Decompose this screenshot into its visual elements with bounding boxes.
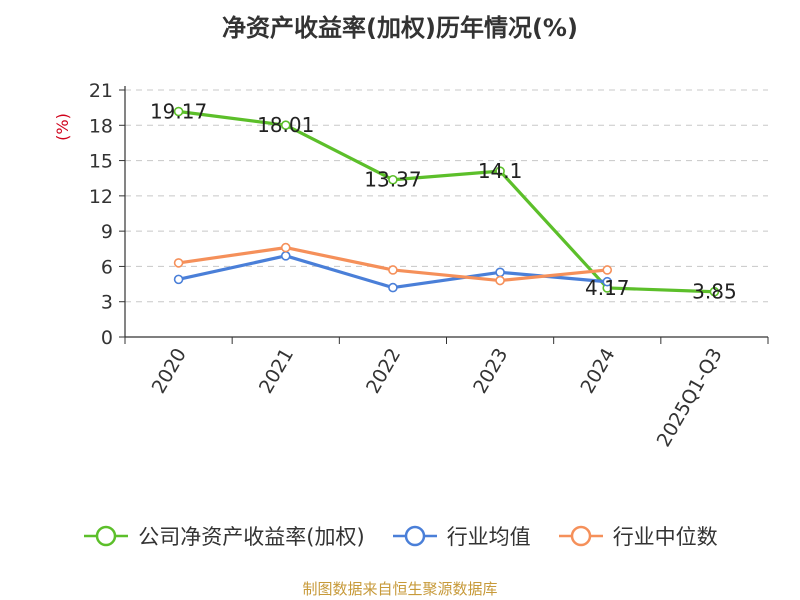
x-tick-label: 2023	[469, 345, 512, 398]
data-labels: 19.17 18.01 13.37 14.1 4.17 3.85	[150, 100, 737, 304]
data-point	[280, 120, 291, 130]
legend-label: 公司净资产收益率(加权)	[138, 525, 365, 549]
x-tick-label: 2024	[576, 345, 619, 398]
legend-item: 公司净资产收益率(加权)	[82, 521, 365, 551]
axes: 0 3 6 9 12 15 18 21 (%) 2020 2021 2022 2023 2024 2025Q…	[53, 80, 769, 451]
y-tick-label: 21	[89, 80, 113, 102]
data-point	[495, 166, 505, 176]
data-point	[602, 276, 613, 287]
data-label: 13.37	[364, 168, 421, 192]
y-axis-label: (%)	[53, 113, 72, 141]
line-chart: 0 3 6 9 12 15 18 21 (%) 2020 2021 2022 2023 2024 2025Q…	[53, 80, 769, 451]
chart-title: 净资产收益率(加权)历年情况(%)	[222, 14, 578, 42]
y-tick-label: 9	[101, 221, 113, 243]
data-point	[388, 174, 398, 185]
legend: 公司净资产收益率(加权) 行业均值 行业中位数	[0, 521, 800, 551]
data-label: 19.17	[150, 100, 207, 124]
data-point	[173, 106, 184, 117]
data-point	[173, 258, 184, 268]
legend-label: 行业均值	[446, 525, 531, 549]
y-tick-label: 6	[101, 256, 113, 278]
source-note: 制图数据来自恒生聚源数据库	[302, 580, 498, 598]
legend-circle	[570, 525, 591, 547]
data-label: 3.85	[692, 280, 737, 304]
legend-item: 行业中位数	[557, 521, 718, 551]
grid-lines	[125, 89, 768, 303]
legend-circle	[404, 525, 425, 547]
legend-circle	[96, 525, 117, 547]
y-tick-label: 18	[89, 115, 113, 137]
x-tick-label: 2020	[148, 345, 191, 398]
data-label: 4.17	[585, 276, 630, 300]
legend-marker	[558, 525, 603, 547]
data-point	[495, 267, 505, 278]
y-tick-label: 0	[101, 327, 113, 349]
series-line-0	[176, 109, 717, 294]
x-tick-label: 2025Q1-Q3	[653, 345, 727, 451]
data-point	[388, 282, 398, 293]
legend-marker	[392, 525, 437, 547]
data-point	[280, 242, 291, 253]
data-label: 14.1	[478, 159, 523, 183]
data-point	[602, 265, 613, 275]
data-point	[173, 274, 184, 285]
y-tick-label: 15	[89, 151, 113, 173]
legend-item: 行业均值	[391, 521, 531, 551]
data-point	[388, 265, 398, 275]
series-lines	[173, 106, 720, 297]
data-point	[495, 275, 505, 286]
x-tick-label: 2021	[255, 345, 298, 398]
data-point	[280, 251, 291, 261]
data-point	[709, 286, 720, 297]
data-label: 18.01	[257, 113, 314, 137]
legend-marker	[84, 525, 129, 547]
y-tick-label: 3	[101, 292, 113, 314]
x-tick-label: 2022	[362, 345, 405, 398]
legend-label: 行业中位数	[612, 525, 718, 549]
y-tick-label: 12	[89, 186, 113, 208]
